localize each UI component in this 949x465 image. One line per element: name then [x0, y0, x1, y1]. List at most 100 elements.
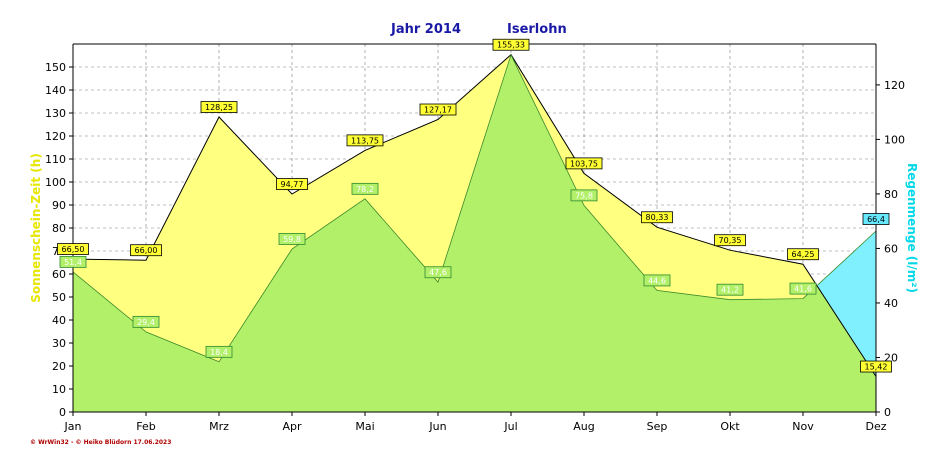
rain-data-label-text: 66,4 — [867, 215, 885, 224]
left-tick-label: 80 — [52, 222, 66, 235]
x-tick-label: Okt — [720, 420, 740, 433]
rain-data-label-text: 78,2 — [356, 185, 374, 194]
sunshine-data-label: 15,42 — [860, 360, 892, 373]
sunshine-data-label: 155,33 — [492, 38, 530, 51]
sunshine-data-label-box — [419, 103, 457, 116]
rain-data-label: 59,8 — [278, 233, 306, 245]
rain-data-label: 47,6 — [424, 266, 452, 279]
data-labels: 66,50 66,00 128,25 94,77 113,75 127,17 155,33 1… — [57, 38, 892, 373]
sunshine-data-label-text: 64,25 — [792, 250, 815, 259]
rain-data-label-text: 47,6 — [429, 268, 447, 277]
sunshine-data-label-box — [641, 211, 673, 224]
rain-data-label-text: 59,8 — [283, 235, 301, 244]
rain-data-label-box — [643, 274, 671, 287]
sunshine-data-label-text: 66,00 — [135, 246, 158, 255]
sunshine-data-label-box — [130, 244, 162, 257]
sunshine-data-label: 70,35 — [714, 234, 746, 247]
right-tick-label: 0 — [884, 406, 891, 419]
rain-data-label: 75,8 — [570, 189, 598, 202]
left-tick-label: 0 — [59, 406, 66, 419]
axes: 0102030405060708090100110120130140150020… — [29, 43, 919, 433]
sunshine-data-label: 128,25 — [200, 101, 238, 113]
rain-data-label-box — [424, 266, 452, 279]
x-tick-label: Nov — [792, 420, 814, 433]
rain-data-label: 29,4 — [132, 315, 160, 328]
rain-data-label-box — [132, 315, 160, 328]
sunshine-data-label: 66,00 — [130, 244, 162, 257]
rain-data-label: 41,6 — [789, 282, 817, 295]
rain-data-label-box — [789, 282, 817, 295]
sunshine-data-label-box — [200, 101, 238, 113]
rain-data-label-box — [570, 189, 598, 202]
rain-data-label: 18,4 — [205, 345, 233, 358]
x-tick-label: Aug — [573, 420, 594, 433]
rain-data-label-box — [351, 182, 379, 195]
sunshine-data-label-box — [714, 234, 746, 247]
right-tick-label: 60 — [884, 242, 898, 255]
left-tick-label: 110 — [45, 153, 66, 166]
sunshine-data-label-text: 66,50 — [62, 245, 85, 254]
rain-data-label-text: 51,4 — [64, 258, 82, 267]
left-tick-label: 40 — [52, 314, 66, 327]
left-tick-label: 30 — [52, 337, 66, 350]
sunshine-data-label: 66,50 — [57, 243, 89, 255]
right-tick-label: 80 — [884, 188, 898, 201]
x-tick-label: Jun — [428, 420, 446, 433]
right-tick-label: 40 — [884, 297, 898, 310]
rain-data-label-box — [59, 255, 87, 268]
left-tick-label: 120 — [45, 130, 66, 143]
left-tick-label: 140 — [45, 84, 66, 97]
sunshine-data-label-text: 94,77 — [281, 180, 304, 189]
x-tick-label: Jan — [64, 420, 82, 433]
sunshine-data-label: 64,25 — [787, 248, 819, 261]
rain-data-label-text: 75,8 — [575, 191, 593, 200]
sunshine-data-label-box — [57, 243, 89, 255]
sunshine-data-label-text: 127,17 — [424, 106, 452, 115]
left-tick-label: 60 — [52, 268, 66, 281]
sunshine-data-label-box — [565, 157, 603, 170]
x-tick-label: Mai — [355, 420, 374, 433]
rain-data-label-text: 29,4 — [137, 318, 155, 327]
left-tick-label: 10 — [52, 383, 66, 396]
rain-data-label-box — [716, 283, 744, 296]
sunshine-data-label-box — [860, 360, 892, 373]
sunshine-data-label: 113,75 — [346, 134, 384, 147]
area-layer — [72, 53, 877, 413]
sunshine-line — [72, 53, 877, 377]
rain-data-label-text: 18,4 — [210, 348, 228, 357]
sunshine-data-label-text: 15,42 — [865, 363, 888, 372]
sunshine-data-label-text: 155,33 — [497, 41, 525, 50]
sunshine-data-label-text: 70,35 — [719, 236, 742, 245]
x-tick-label: Jul — [503, 420, 517, 433]
sunshine-data-label-box — [276, 178, 308, 190]
rain-data-label-box — [862, 213, 890, 225]
rain-area — [73, 54, 876, 412]
sunshine-data-label: 94,77 — [276, 178, 308, 190]
footer-credit: © WrWin32 - © Heiko Blüdorn 17.06.2023 — [30, 439, 171, 446]
left-tick-label: 90 — [52, 199, 66, 212]
sunshine-data-label-text: 80,33 — [646, 213, 669, 222]
x-tick-label: Apr — [282, 420, 302, 433]
left-tick-label: 50 — [52, 291, 66, 304]
sunshine-data-label-text: 103,75 — [570, 159, 598, 168]
right-axis-title: Regenmenge (l/m²) — [905, 163, 919, 293]
sunshine-data-label-box — [492, 38, 530, 51]
sunshine-data-label-box — [787, 248, 819, 261]
x-tick-label: Sep — [647, 420, 668, 433]
left-tick-label: 100 — [45, 176, 66, 189]
chart-title-year: Jahr 2014 — [390, 22, 461, 37]
rain-data-label-text: 41,6 — [794, 285, 812, 294]
right-tick-label: 120 — [884, 79, 905, 92]
x-tick-label: Dez — [865, 420, 886, 433]
chart-title-city: Iserlohn — [507, 22, 567, 37]
x-tick-label: Feb — [136, 420, 155, 433]
sunshine-data-label: 127,17 — [419, 103, 457, 116]
rain-data-label-text: 44,6 — [648, 276, 666, 285]
sunshine-data-label: 80,33 — [641, 211, 673, 224]
rain-data-label: 51,4 — [59, 255, 87, 268]
rain-data-label-box — [278, 233, 306, 245]
left-tick-label: 20 — [52, 360, 66, 373]
right-tick-label: 100 — [884, 133, 905, 146]
rain-data-label: 78,2 — [351, 182, 379, 195]
